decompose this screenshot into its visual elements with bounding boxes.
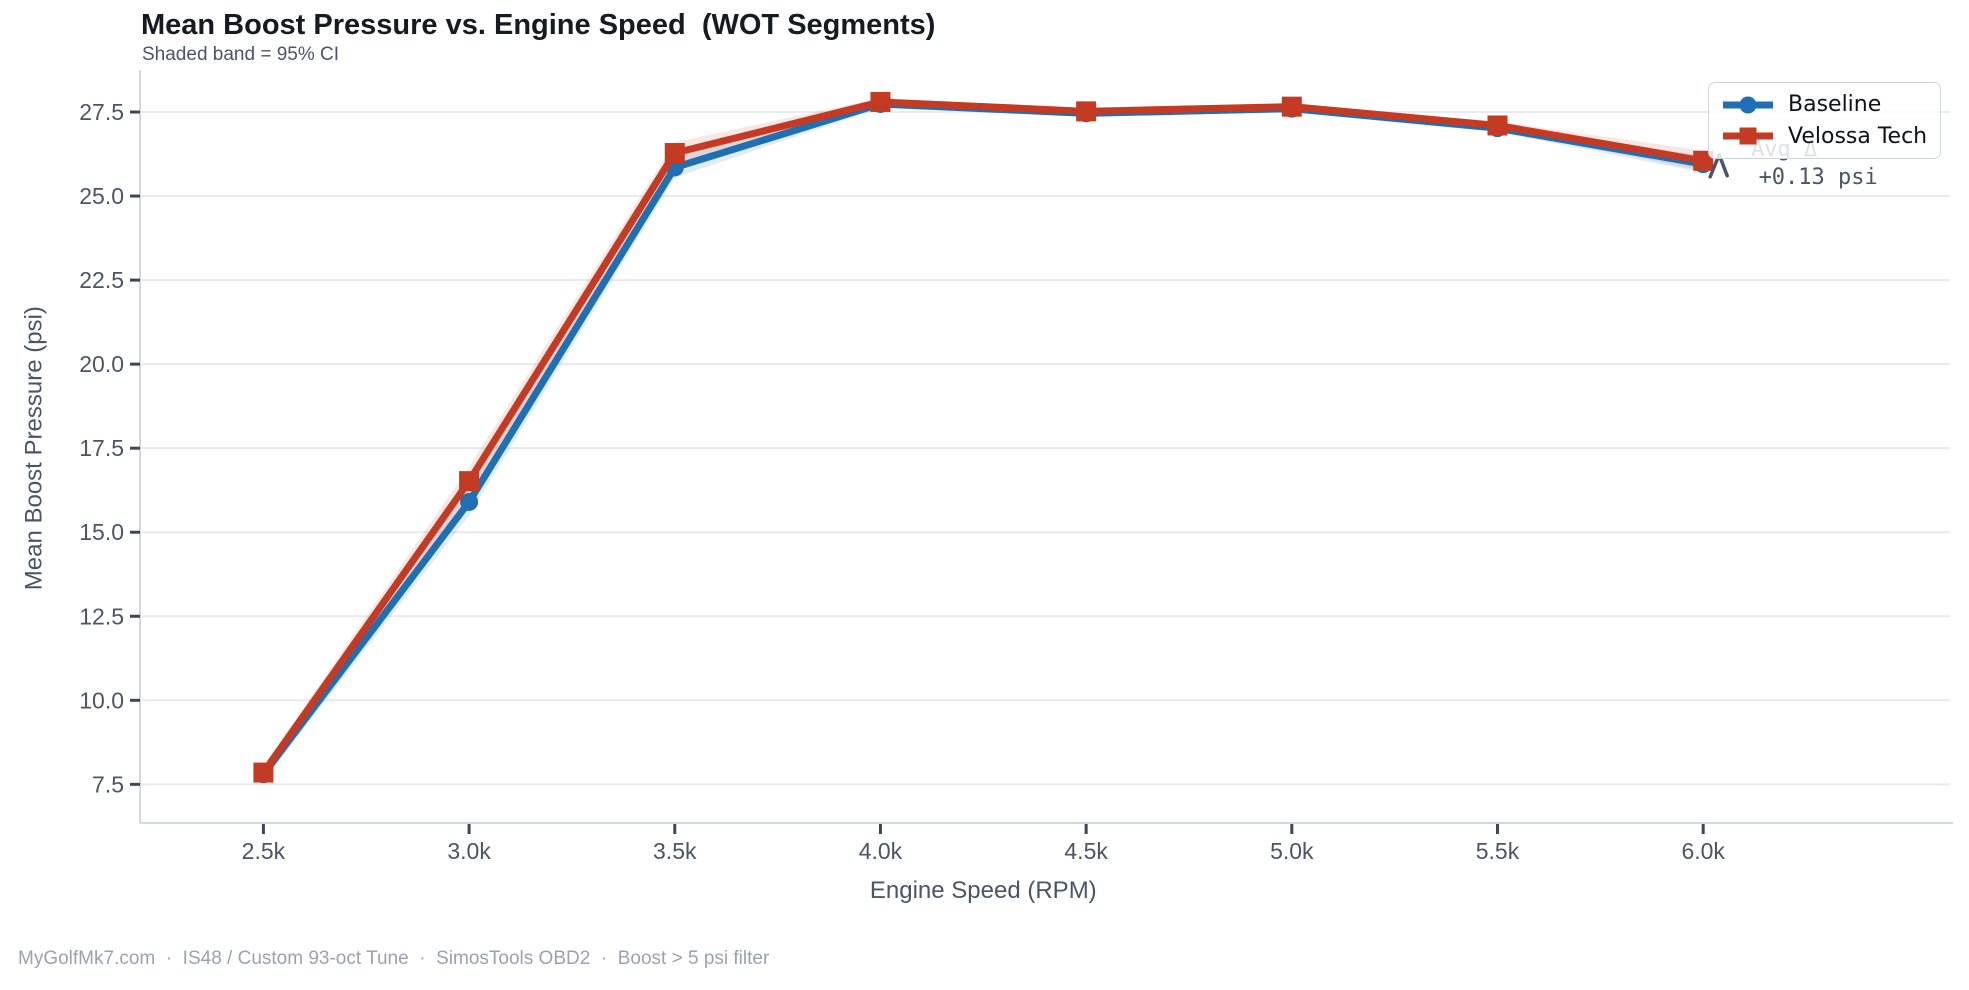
y-tick-label: 25.0 [79, 183, 124, 209]
legend-item-velossa-tech: Velossa Tech [1721, 124, 1940, 149]
velossa-tech-marker [664, 143, 685, 164]
y-gridlines [140, 111, 1950, 786]
x-tick-label: 3.5k [653, 838, 697, 864]
legend-item-baseline: Baseline [1721, 92, 1940, 117]
velossa-tech-ci-band [263, 97, 1704, 780]
x-tick-label: 4.0k [859, 838, 903, 864]
velossa-tech-marker [1281, 96, 1302, 117]
x-axis-ticks: 2.5k 3.0k 3.5k 4.0k 4.5k 5.0k 5.5k 6.0k [242, 824, 1725, 864]
chart-subtitle: Shaded band = 95% CI [142, 44, 340, 65]
baseline-ci-band [263, 99, 1704, 781]
y-tick-label: 27.5 [79, 99, 124, 125]
y-tick-label: 10.0 [79, 687, 124, 713]
footer-caption: MyGolfMk7.com · IS48 / Custom 93-oct Tun… [18, 948, 770, 969]
legend-label-baseline: Baseline [1788, 92, 1882, 118]
velossa-tech-marker [459, 471, 480, 492]
x-tick-label: 5.0k [1270, 838, 1314, 864]
y-tick-label: 7.5 [92, 771, 124, 797]
legend-label-velossa-tech: Velossa Tech [1788, 123, 1928, 149]
baseline-line [260, 100, 1704, 777]
velossa-tech-marker [1076, 101, 1097, 122]
velossa-tech-legend-sample-icon [1723, 127, 1773, 145]
x-tick-label: 5.5k [1476, 838, 1520, 864]
velossa-tech-marker [1487, 115, 1508, 136]
x-tick-label: 2.5k [242, 838, 286, 864]
baseline-legend-sample-icon [1723, 96, 1773, 114]
x-axis-title: Engine Speed (RPM) [870, 877, 1097, 904]
chart-title: Mean Boost Pressure vs. Engine Speed (WO… [141, 9, 936, 41]
y-tick-label: 15.0 [79, 519, 124, 545]
y-tick-label: 12.5 [79, 603, 124, 629]
velossa-tech-line [260, 98, 1704, 775]
y-axis-ticks: 7.5 10.0 12.5 15.0 17.5 20.0 22.5 25.0 27.5 [79, 99, 140, 797]
y-tick-label: 20.0 [79, 351, 124, 377]
baseline-marker [460, 492, 479, 511]
y-tick-label: 17.5 [79, 435, 124, 461]
y-axis-title: Mean Boost Pressure (psi) [21, 306, 48, 590]
x-tick-label: 6.0k [1681, 838, 1725, 864]
velossa-tech-marker [253, 762, 274, 783]
x-tick-label: 4.5k [1064, 838, 1108, 864]
legend: Baseline Velossa Tech [1708, 82, 1941, 159]
velossa-tech-marker [870, 91, 891, 112]
x-tick-label: 3.0k [447, 838, 491, 864]
annotation-line2: +0.13 psi [1759, 165, 1878, 190]
y-tick-label: 22.5 [79, 267, 124, 293]
